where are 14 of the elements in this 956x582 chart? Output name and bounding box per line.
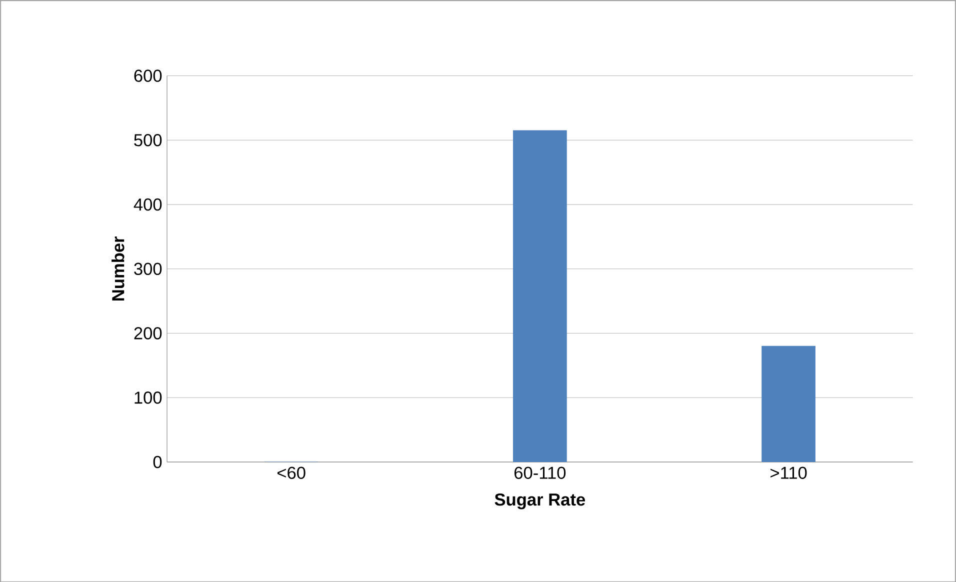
bar (762, 346, 816, 462)
bar (513, 130, 567, 462)
y-tick-label: 100 (134, 391, 162, 404)
y-tick-label: 400 (134, 198, 162, 210)
y-tick-label: 200 (134, 326, 162, 340)
y-tick-label: 300 (134, 262, 162, 275)
y-tick-label: 600 (134, 69, 162, 82)
x-axis-title: Sugar Rate (494, 493, 586, 510)
x-tick-label: 60-110 (514, 466, 566, 479)
x-tick-label: <60 (277, 466, 306, 479)
x-tick-label: >110 (770, 466, 807, 479)
y-axis-title: Number (112, 236, 124, 300)
y-tick-label: 0 (153, 456, 162, 468)
y-tick-label: 500 (134, 134, 162, 146)
